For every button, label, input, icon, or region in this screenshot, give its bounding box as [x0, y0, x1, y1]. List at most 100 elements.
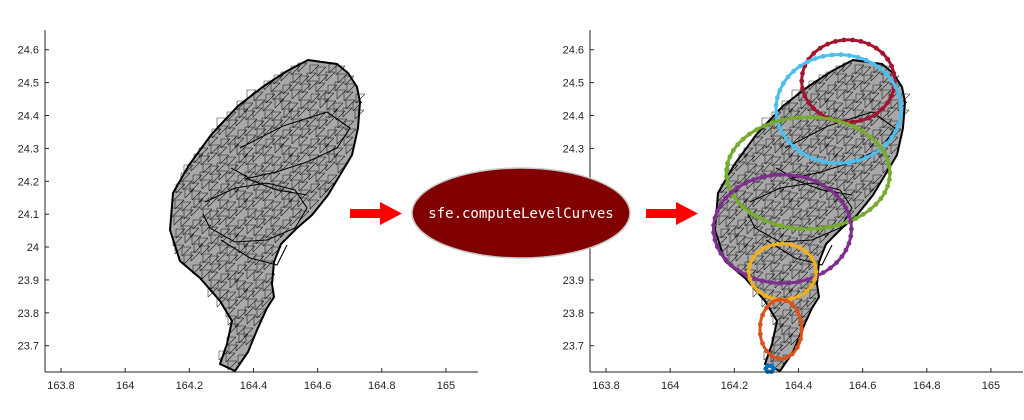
y-tick-label: 24.6	[18, 45, 39, 57]
level-curve-point	[796, 245, 802, 250]
level-curve-point	[740, 204, 746, 210]
level-curve-point	[867, 207, 873, 212]
level-curve-point	[735, 185, 741, 190]
level-curve-point	[873, 139, 879, 145]
level-curve-point	[779, 223, 785, 229]
level-curve-point	[829, 52, 835, 58]
level-curve-2	[773, 52, 904, 166]
level-curve-point	[757, 322, 763, 327]
level-curve-point	[893, 128, 899, 134]
level-curve-point	[858, 118, 864, 123]
level-curve-point	[860, 211, 866, 217]
level-curve-point	[873, 45, 879, 51]
level-curve-point	[847, 53, 852, 58]
y-tick-label: 24.5	[18, 78, 39, 90]
level-curve-point	[797, 63, 803, 69]
level-curve-point	[846, 212, 852, 218]
level-curve-point	[760, 340, 765, 346]
level-curve-point	[803, 289, 809, 294]
level-curve-point	[896, 121, 902, 127]
level-curve-point	[849, 226, 854, 232]
level-curve-point	[794, 308, 800, 314]
level-curve-point	[885, 183, 890, 189]
level-curve-point	[828, 187, 833, 193]
level-curve-point	[896, 91, 902, 97]
level-curve-point	[789, 302, 795, 307]
level-curve-point	[829, 160, 835, 166]
level-curves	[711, 37, 904, 374]
level-curve-point	[775, 95, 780, 100]
y-tick-label: 24.3	[18, 143, 39, 155]
level-curve-point	[809, 283, 814, 289]
level-curve-point	[723, 257, 728, 263]
y-tick-label: 23.8	[18, 308, 39, 320]
level-curve-point	[800, 71, 805, 76]
function-label: sfe.computeLevelCurves	[428, 206, 613, 222]
level-curve-point	[800, 86, 805, 91]
level-curve-point	[763, 293, 768, 299]
level-curve-point	[796, 293, 802, 299]
level-curve-point	[825, 41, 830, 47]
y-tick-label: 24.1	[18, 209, 39, 221]
level-curve-point	[730, 148, 736, 153]
level-curve-point	[812, 276, 818, 282]
level-curve-point	[882, 190, 888, 195]
level-curve-point	[777, 88, 783, 93]
y-tick-label: 24.2	[18, 176, 39, 188]
level-curve-point	[809, 255, 814, 261]
mesh-ridge	[765, 239, 833, 266]
level-curve-point	[866, 115, 872, 121]
level-curve-point	[777, 280, 783, 286]
level-curve-point	[780, 241, 785, 247]
level-curve-point	[751, 177, 756, 183]
level-curve-point	[788, 242, 794, 248]
level-curve-point	[804, 153, 810, 159]
level-curve-point	[833, 39, 838, 44]
level-curve-point	[858, 39, 864, 44]
level-curve-point	[820, 182, 826, 188]
mesh-ridge	[747, 182, 853, 243]
y-tick-label: 24	[27, 242, 39, 254]
mesh-ridge	[230, 111, 351, 179]
level-curve-point	[756, 249, 761, 255]
level-curve-point	[789, 351, 795, 357]
level-curve-point	[779, 117, 785, 123]
x-tick-label: 164.8	[913, 380, 941, 392]
level-curve-point	[839, 198, 845, 204]
axes: 163.8 164 164.2 164.4 164.6 164.8 165 24.6 24.5 2…	[18, 30, 478, 392]
level-curve-point	[898, 106, 904, 112]
level-curve-point	[860, 129, 866, 135]
level-curve-point	[843, 205, 849, 211]
x-tick-label: 164	[661, 380, 679, 392]
level-curve-point	[806, 100, 812, 105]
x-tick-label: 164	[116, 380, 134, 392]
level-curve-point	[742, 272, 748, 278]
level-curve-point	[834, 260, 839, 265]
level-curve-point	[725, 160, 730, 166]
level-curve-point	[750, 283, 756, 289]
y-tick-label: 23.8	[563, 308, 584, 320]
level-curve-point	[853, 125, 859, 130]
x-tick-label: 165	[982, 380, 1000, 392]
mesh-surface	[168, 58, 366, 372]
level-curve-6	[757, 297, 805, 362]
level-curve-point	[880, 106, 885, 112]
level-curve-point	[886, 177, 892, 183]
level-curve-point	[804, 59, 810, 65]
level-curve-point	[884, 71, 889, 77]
level-curve-point	[786, 172, 792, 178]
level-curve-point	[882, 151, 888, 157]
level-curve-point	[747, 262, 753, 267]
level-curve-point	[718, 202, 724, 207]
level-curve-point	[728, 262, 734, 268]
level-curve-point	[898, 114, 903, 119]
mesh-ridge	[202, 182, 308, 243]
level-curve-point	[735, 268, 741, 273]
level-curve-point	[817, 115, 823, 121]
level-curve-point	[889, 63, 894, 69]
level-curve-point	[750, 255, 756, 261]
level-curve-point	[769, 363, 774, 369]
x-tick-label: 163.8	[47, 380, 75, 392]
level-curve-point	[765, 363, 771, 369]
